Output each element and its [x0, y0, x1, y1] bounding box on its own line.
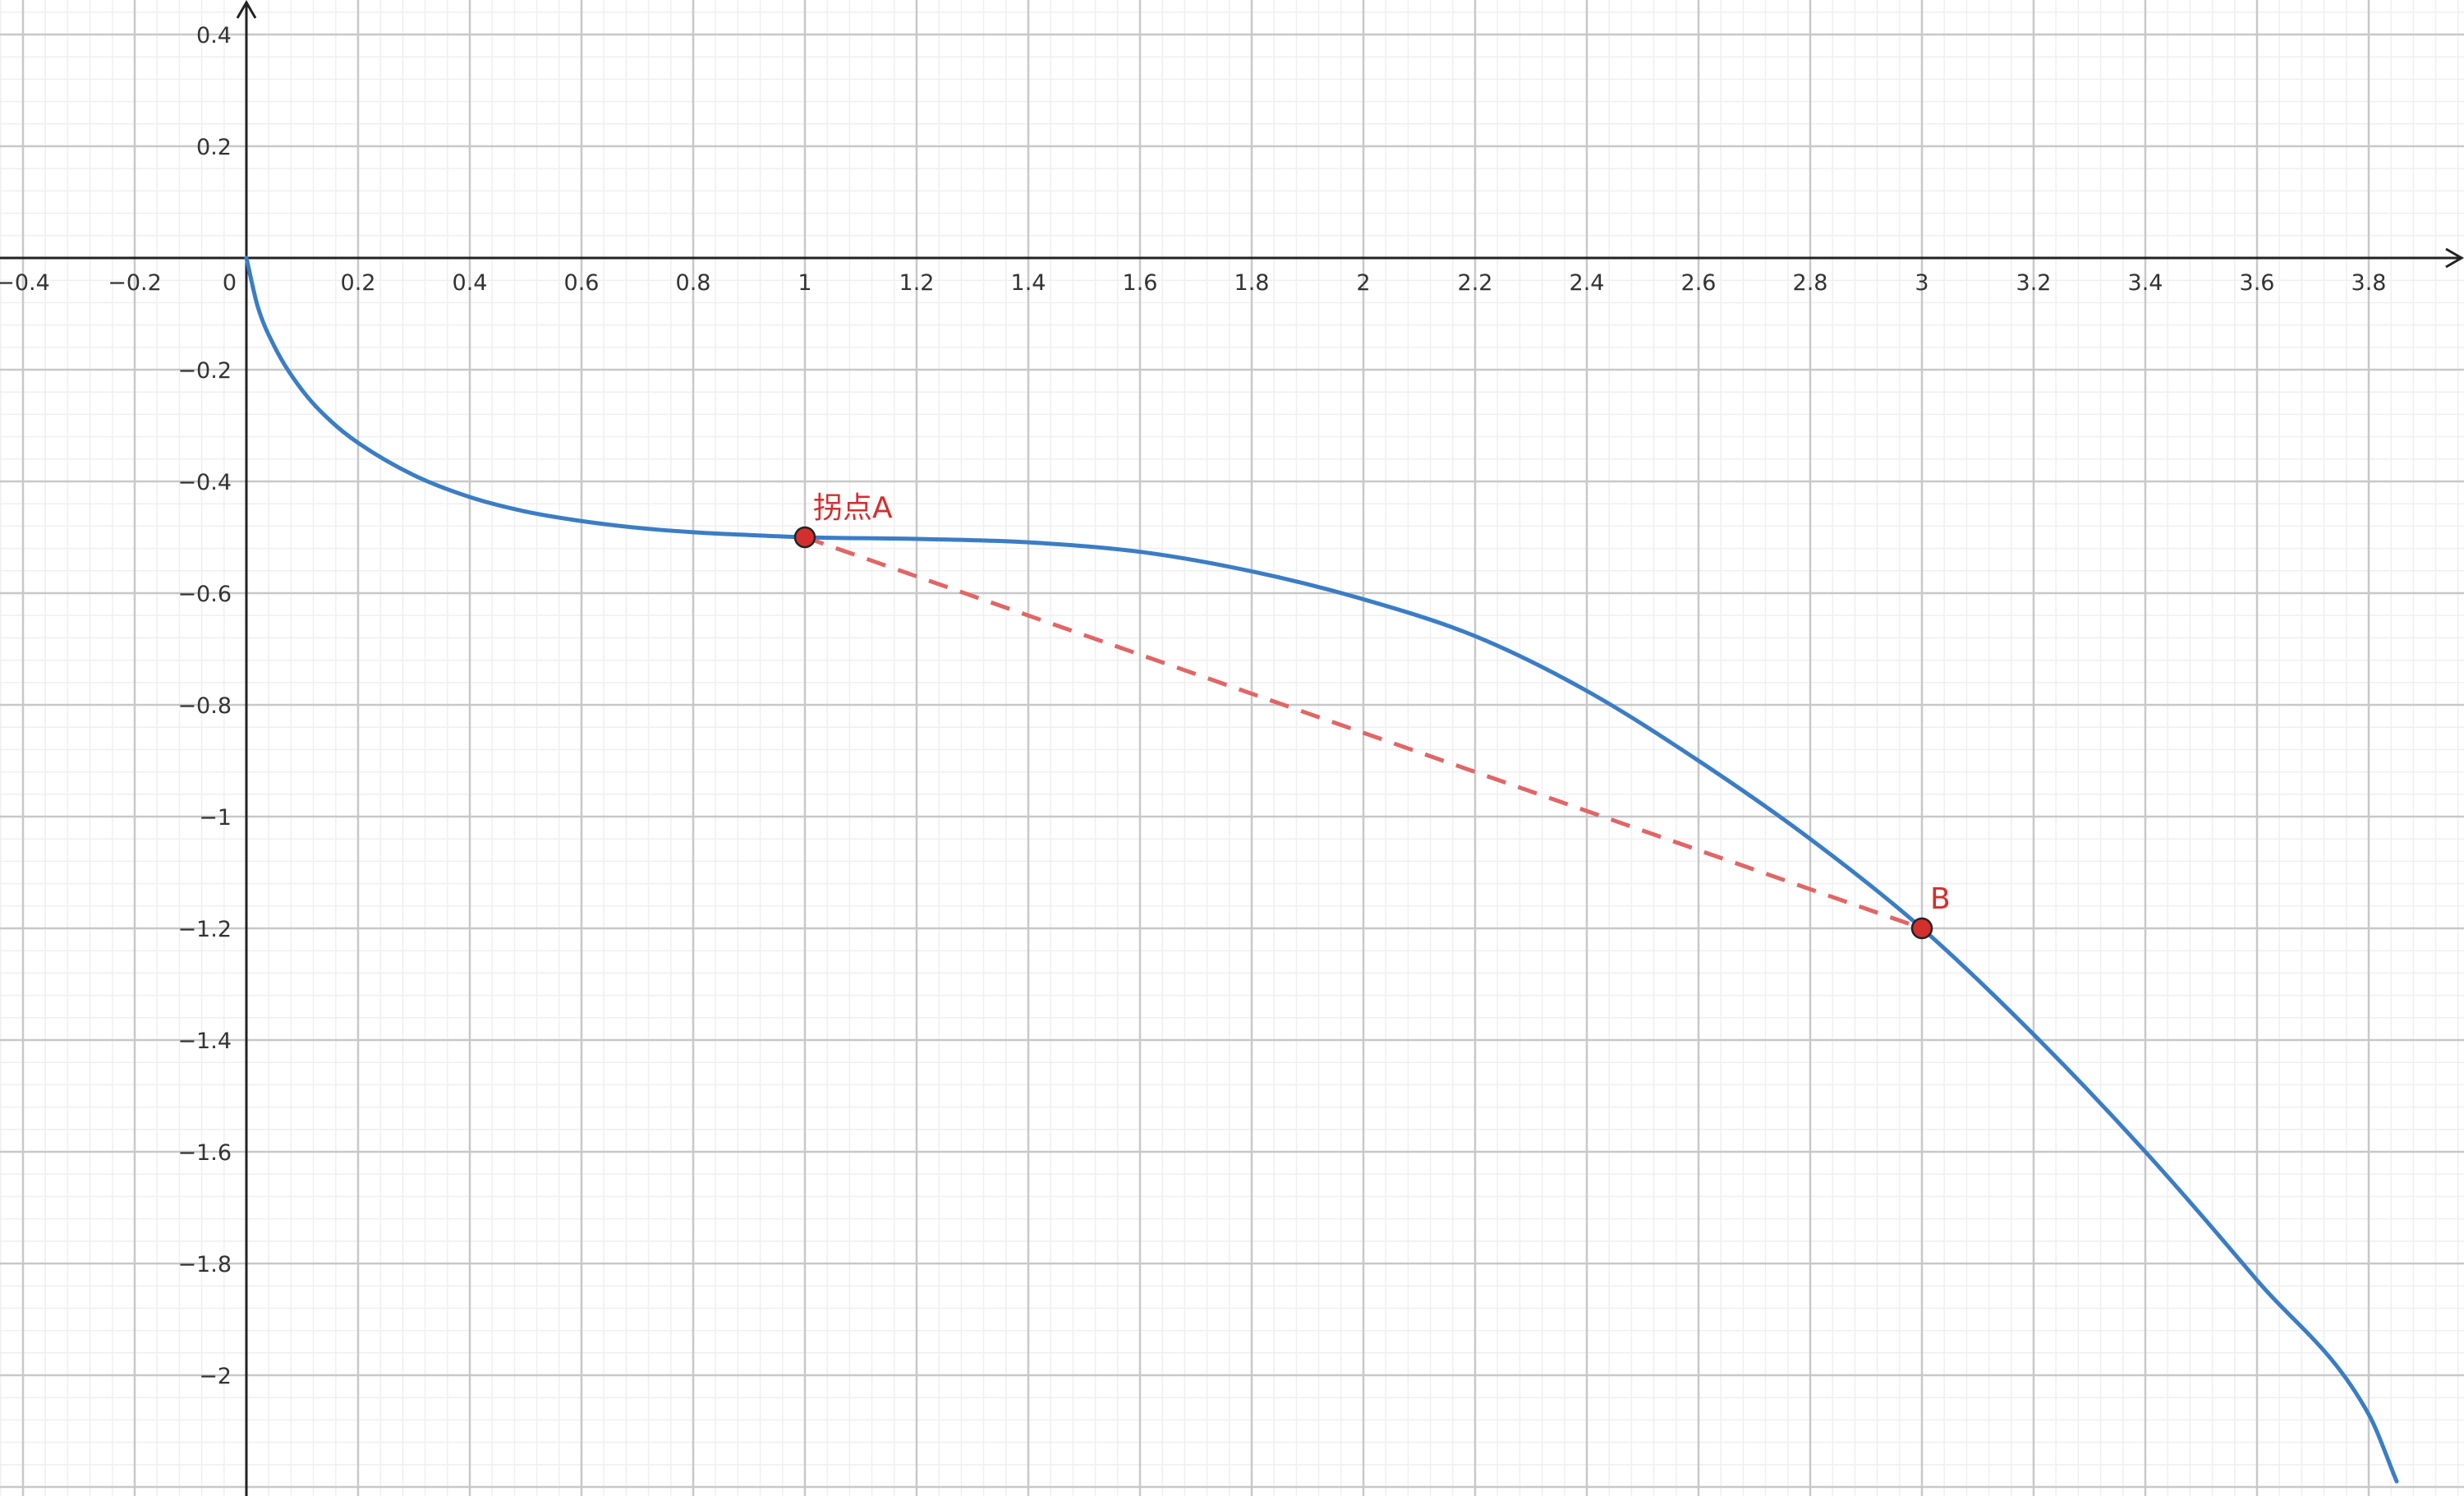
x-tick-label: −0.4	[0, 270, 50, 296]
y-tick-label: −0.4	[177, 470, 232, 495]
x-tick-label: 1.8	[1234, 270, 1270, 296]
x-tick-label: 3.6	[2240, 270, 2275, 296]
x-tick-label: 0	[223, 270, 237, 296]
y-axis-arrow	[236, 0, 257, 19]
y-tick-label: −0.2	[177, 358, 232, 384]
x-tick-label: 3.4	[2128, 270, 2163, 296]
function-curve	[244, 255, 2399, 1484]
y-tick-label: −0.6	[177, 582, 232, 607]
dashed-segment-ab	[804, 535, 1923, 931]
x-tick-label: 1.6	[1123, 270, 1158, 296]
y-tick-label: −1.6	[177, 1140, 232, 1166]
point-marker	[793, 526, 816, 549]
x-tick-label: 2	[1356, 270, 1370, 296]
series-layer	[244, 255, 2399, 1484]
y-tick-label: −2	[199, 1364, 232, 1389]
x-tick-label: 0.6	[564, 270, 600, 296]
y-tick-label: −1	[199, 805, 232, 831]
point-label: B	[1930, 882, 1951, 916]
points-layer: 拐点A B	[793, 491, 1951, 940]
x-tick-label: 2.8	[1793, 270, 1828, 296]
x-tick-label: 1.4	[1011, 270, 1046, 296]
x-tick-label: 0.2	[341, 270, 376, 296]
x-tick-label: 0.4	[453, 270, 488, 296]
x-tick-label: 3.8	[2351, 270, 2387, 296]
y-tick-label: −0.8	[177, 693, 232, 719]
x-tick-label: 3.2	[2016, 270, 2052, 296]
x-axis-arrow	[2445, 247, 2464, 269]
y-tick-label: −1.8	[177, 1252, 232, 1277]
y-tick-label: 0.2	[196, 135, 232, 160]
x-tick-label: 3	[1915, 270, 1928, 296]
y-tick-label: −1.4	[177, 1029, 232, 1054]
x-tick-label: 2.6	[1681, 270, 1717, 296]
x-tick-label: 1.2	[899, 270, 935, 296]
point-marker	[1910, 917, 1933, 940]
x-tick-label: 1	[798, 270, 811, 296]
point-label: 拐点A	[813, 491, 893, 525]
x-tick-label: 0.8	[676, 270, 711, 296]
x-tick-label: −0.2	[108, 270, 162, 296]
tick-labels: −0.4 −0.2 0 0.2 0.4 0.6 0.8 1 1.2 1.4 1.6 1.8 2 2.2 2.…	[0, 23, 2386, 1389]
y-tick-label: 0.4	[196, 23, 232, 48]
x-tick-label: 2.2	[1458, 270, 1493, 296]
y-tick-label: −1.2	[177, 917, 232, 942]
x-tick-label: 2.4	[1570, 270, 1605, 296]
